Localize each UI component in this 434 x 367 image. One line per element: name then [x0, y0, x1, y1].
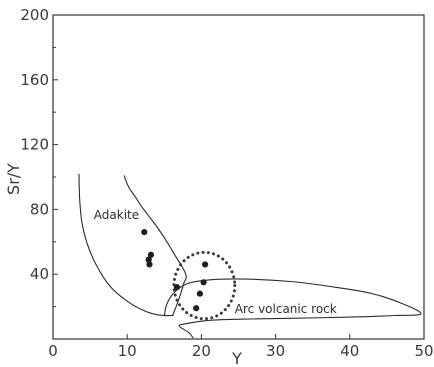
axis-tick-labels: 0 10 20 30 40 50 40 80 120 160 200 [20, 6, 433, 360]
x-axis-title: Y [231, 349, 242, 367]
data-point [145, 256, 152, 263]
arc-volcanic-rock-field-boundary [163, 278, 422, 339]
x-tick-label: 10 [118, 342, 137, 360]
plot-frame [52, 14, 425, 340]
data-point [193, 305, 200, 312]
x-tick-label: 0 [48, 342, 58, 360]
y-axis-title: Sr/Y [4, 163, 23, 195]
x-tick-label: 50 [414, 342, 433, 360]
field-labels: Adakite Arc volcanic rock [94, 208, 337, 316]
data-point [141, 228, 148, 236]
data-points [141, 228, 209, 312]
adakite-field-label: Adakite [94, 208, 139, 222]
data-point [147, 251, 155, 258]
adakite-field-boundary [78, 173, 187, 317]
y-tick-label: 120 [20, 136, 49, 154]
x-tick-label: 20 [192, 342, 211, 360]
arc-volcanic-rock-field-label: Arc volcanic rock [235, 302, 337, 316]
x-tick-label: 40 [340, 342, 359, 360]
classification-fields [78, 173, 422, 339]
y-tick-label: 160 [20, 71, 49, 89]
data-point [173, 284, 181, 291]
data-point [202, 261, 209, 268]
y-tick-label: 200 [20, 6, 49, 24]
data-point [146, 261, 153, 268]
y-tick-label: 40 [30, 265, 49, 283]
y-tick-label: 80 [30, 200, 49, 218]
highlighted-group-ellipse [172, 250, 237, 321]
x-tick-label: 30 [266, 342, 285, 360]
data-point [200, 279, 207, 286]
axis-ticks [52, 14, 425, 339]
data-point [196, 290, 204, 297]
